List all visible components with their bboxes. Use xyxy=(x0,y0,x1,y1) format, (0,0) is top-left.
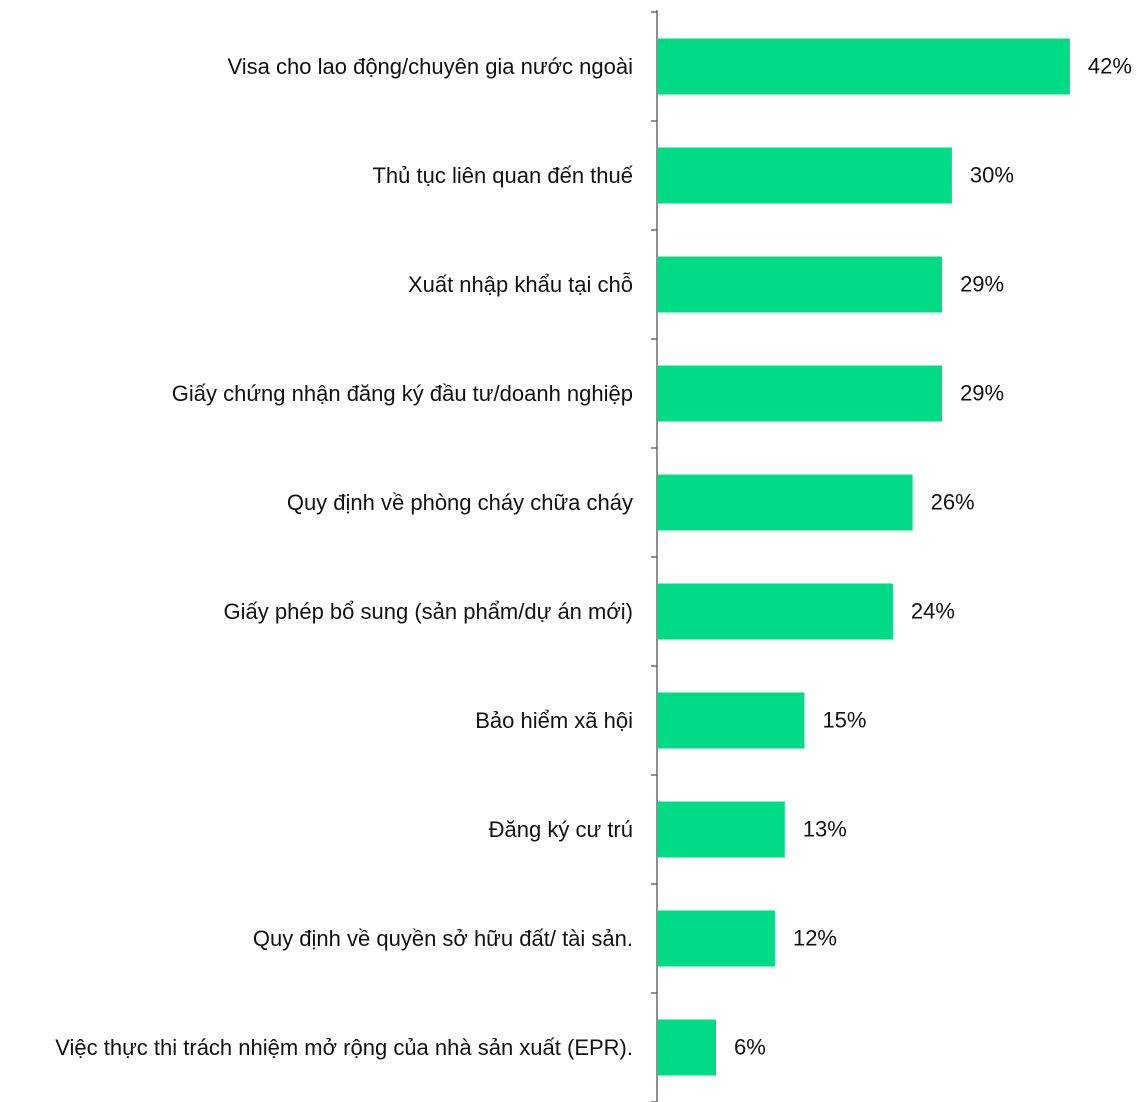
category-label: Quy định về phòng cháy chữa cháy xyxy=(0,448,633,557)
category-label: Visa cho lao động/chuyên gia nước ngoài xyxy=(0,12,633,121)
value-label: 13% xyxy=(803,816,847,841)
bar xyxy=(657,692,805,749)
bar xyxy=(657,256,943,313)
value-label: 26% xyxy=(931,489,975,514)
value-label: 42% xyxy=(1088,53,1132,78)
category-label: Xuất nhập khẩu tại chỗ xyxy=(0,230,633,339)
category-label: Thủ tục liên quan đến thuế xyxy=(0,121,633,230)
bar xyxy=(657,910,775,967)
value-label: 30% xyxy=(970,162,1014,187)
category-text: Giấy phép bổ sung (sản phẩm/dự án mới) xyxy=(223,599,633,624)
value-label: 29% xyxy=(960,271,1004,296)
value-label: 24% xyxy=(911,598,955,623)
bar xyxy=(657,583,893,640)
category-text: Đăng ký cư trú xyxy=(488,817,633,842)
category-label: Đăng ký cư trú xyxy=(0,775,633,884)
category-text: Xuất nhập khẩu tại chỗ xyxy=(407,272,633,297)
category-text: Quy định về phòng cháy chữa cháy xyxy=(286,490,633,515)
value-label: 29% xyxy=(960,380,1004,405)
value-label: 12% xyxy=(793,925,837,950)
value-label: 6% xyxy=(734,1034,766,1059)
category-text: Việc thực thi trách nhiệm mở rộng của nh… xyxy=(55,1035,633,1060)
bar xyxy=(657,474,913,531)
category-text: Bảo hiểm xã hội xyxy=(475,708,633,733)
category-label: Việc thực thi trách nhiệm mở rộng của nh… xyxy=(0,993,633,1102)
bar xyxy=(657,147,952,204)
category-label: Giấy chứng nhận đăng ký đầu tư/doanh ngh… xyxy=(0,339,633,448)
category-text: Giấy chứng nhận đăng ký đầu tư/doanh ngh… xyxy=(171,381,633,406)
bar xyxy=(657,38,1070,95)
bar xyxy=(657,365,943,422)
category-text: Thủ tục liên quan đến thuế xyxy=(372,163,633,188)
category-text: Quy định về quyền sở hữu đất/ tài sản. xyxy=(252,926,633,951)
category-label: Quy định về quyền sở hữu đất/ tài sản. xyxy=(0,884,633,993)
category-label: Bảo hiểm xã hội xyxy=(0,666,633,775)
value-label: 15% xyxy=(822,707,866,732)
bar xyxy=(657,801,785,858)
bar xyxy=(657,1019,716,1076)
category-text: Visa cho lao động/chuyên gia nước ngoài xyxy=(227,54,633,79)
category-label: Giấy phép bổ sung (sản phẩm/dự án mới) xyxy=(0,557,633,666)
